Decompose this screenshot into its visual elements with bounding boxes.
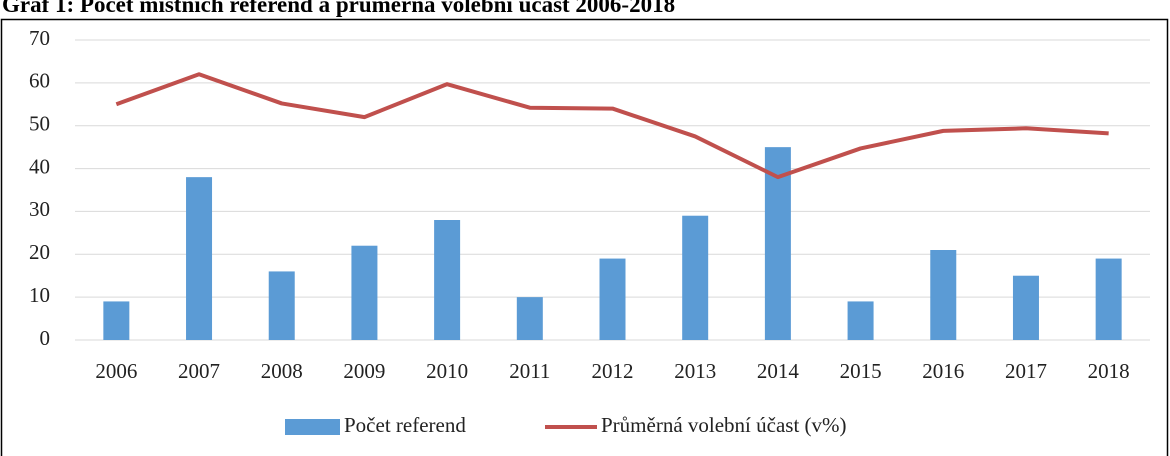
- x-tick-label: 2013: [674, 359, 716, 383]
- y-tick-label: 20: [29, 240, 50, 264]
- y-tick-label: 30: [29, 197, 50, 221]
- x-tick-label: 2017: [1005, 359, 1047, 383]
- x-tick-label: 2008: [261, 359, 303, 383]
- bar: [516, 297, 543, 340]
- y-tick-label: 70: [29, 26, 50, 50]
- bar: [186, 177, 213, 340]
- bar: [847, 301, 874, 340]
- x-tick-label: 2014: [757, 359, 800, 383]
- chart-title: Graf 1: Počet místních referend a průměr…: [2, 0, 675, 17]
- x-tick-label: 2015: [840, 359, 882, 383]
- x-tick-label: 2007: [178, 359, 220, 383]
- x-tick-label: 2018: [1088, 359, 1130, 383]
- bar: [764, 147, 791, 340]
- x-tick-label: 2012: [592, 359, 634, 383]
- x-tick-label: 2010: [426, 359, 468, 383]
- legend-swatch: [285, 419, 340, 435]
- bar: [599, 258, 626, 340]
- x-tick-label: 2009: [343, 359, 385, 383]
- bar: [103, 301, 130, 340]
- y-tick-label: 10: [29, 283, 50, 307]
- bar: [1012, 275, 1039, 340]
- line: [115, 72, 1109, 180]
- legend-label: Počet referend: [344, 413, 466, 437]
- y-tick-label: 50: [29, 112, 50, 136]
- bar: [351, 245, 378, 340]
- y-tick-label: 60: [29, 69, 50, 93]
- x-tick-label: 2011: [509, 359, 550, 383]
- bar: [268, 271, 295, 340]
- bar: [434, 220, 461, 340]
- bar: [1095, 258, 1122, 340]
- bar: [930, 250, 957, 340]
- bar: [682, 215, 709, 340]
- chart-frame: [0, 18, 1169, 456]
- legend-label: Průměrná volební účast (v%): [601, 413, 847, 437]
- y-tick-label: 40: [29, 154, 50, 178]
- y-tick-label: 0: [40, 326, 51, 350]
- x-tick-label: 2016: [922, 359, 964, 383]
- x-tick-label: 2006: [95, 359, 137, 383]
